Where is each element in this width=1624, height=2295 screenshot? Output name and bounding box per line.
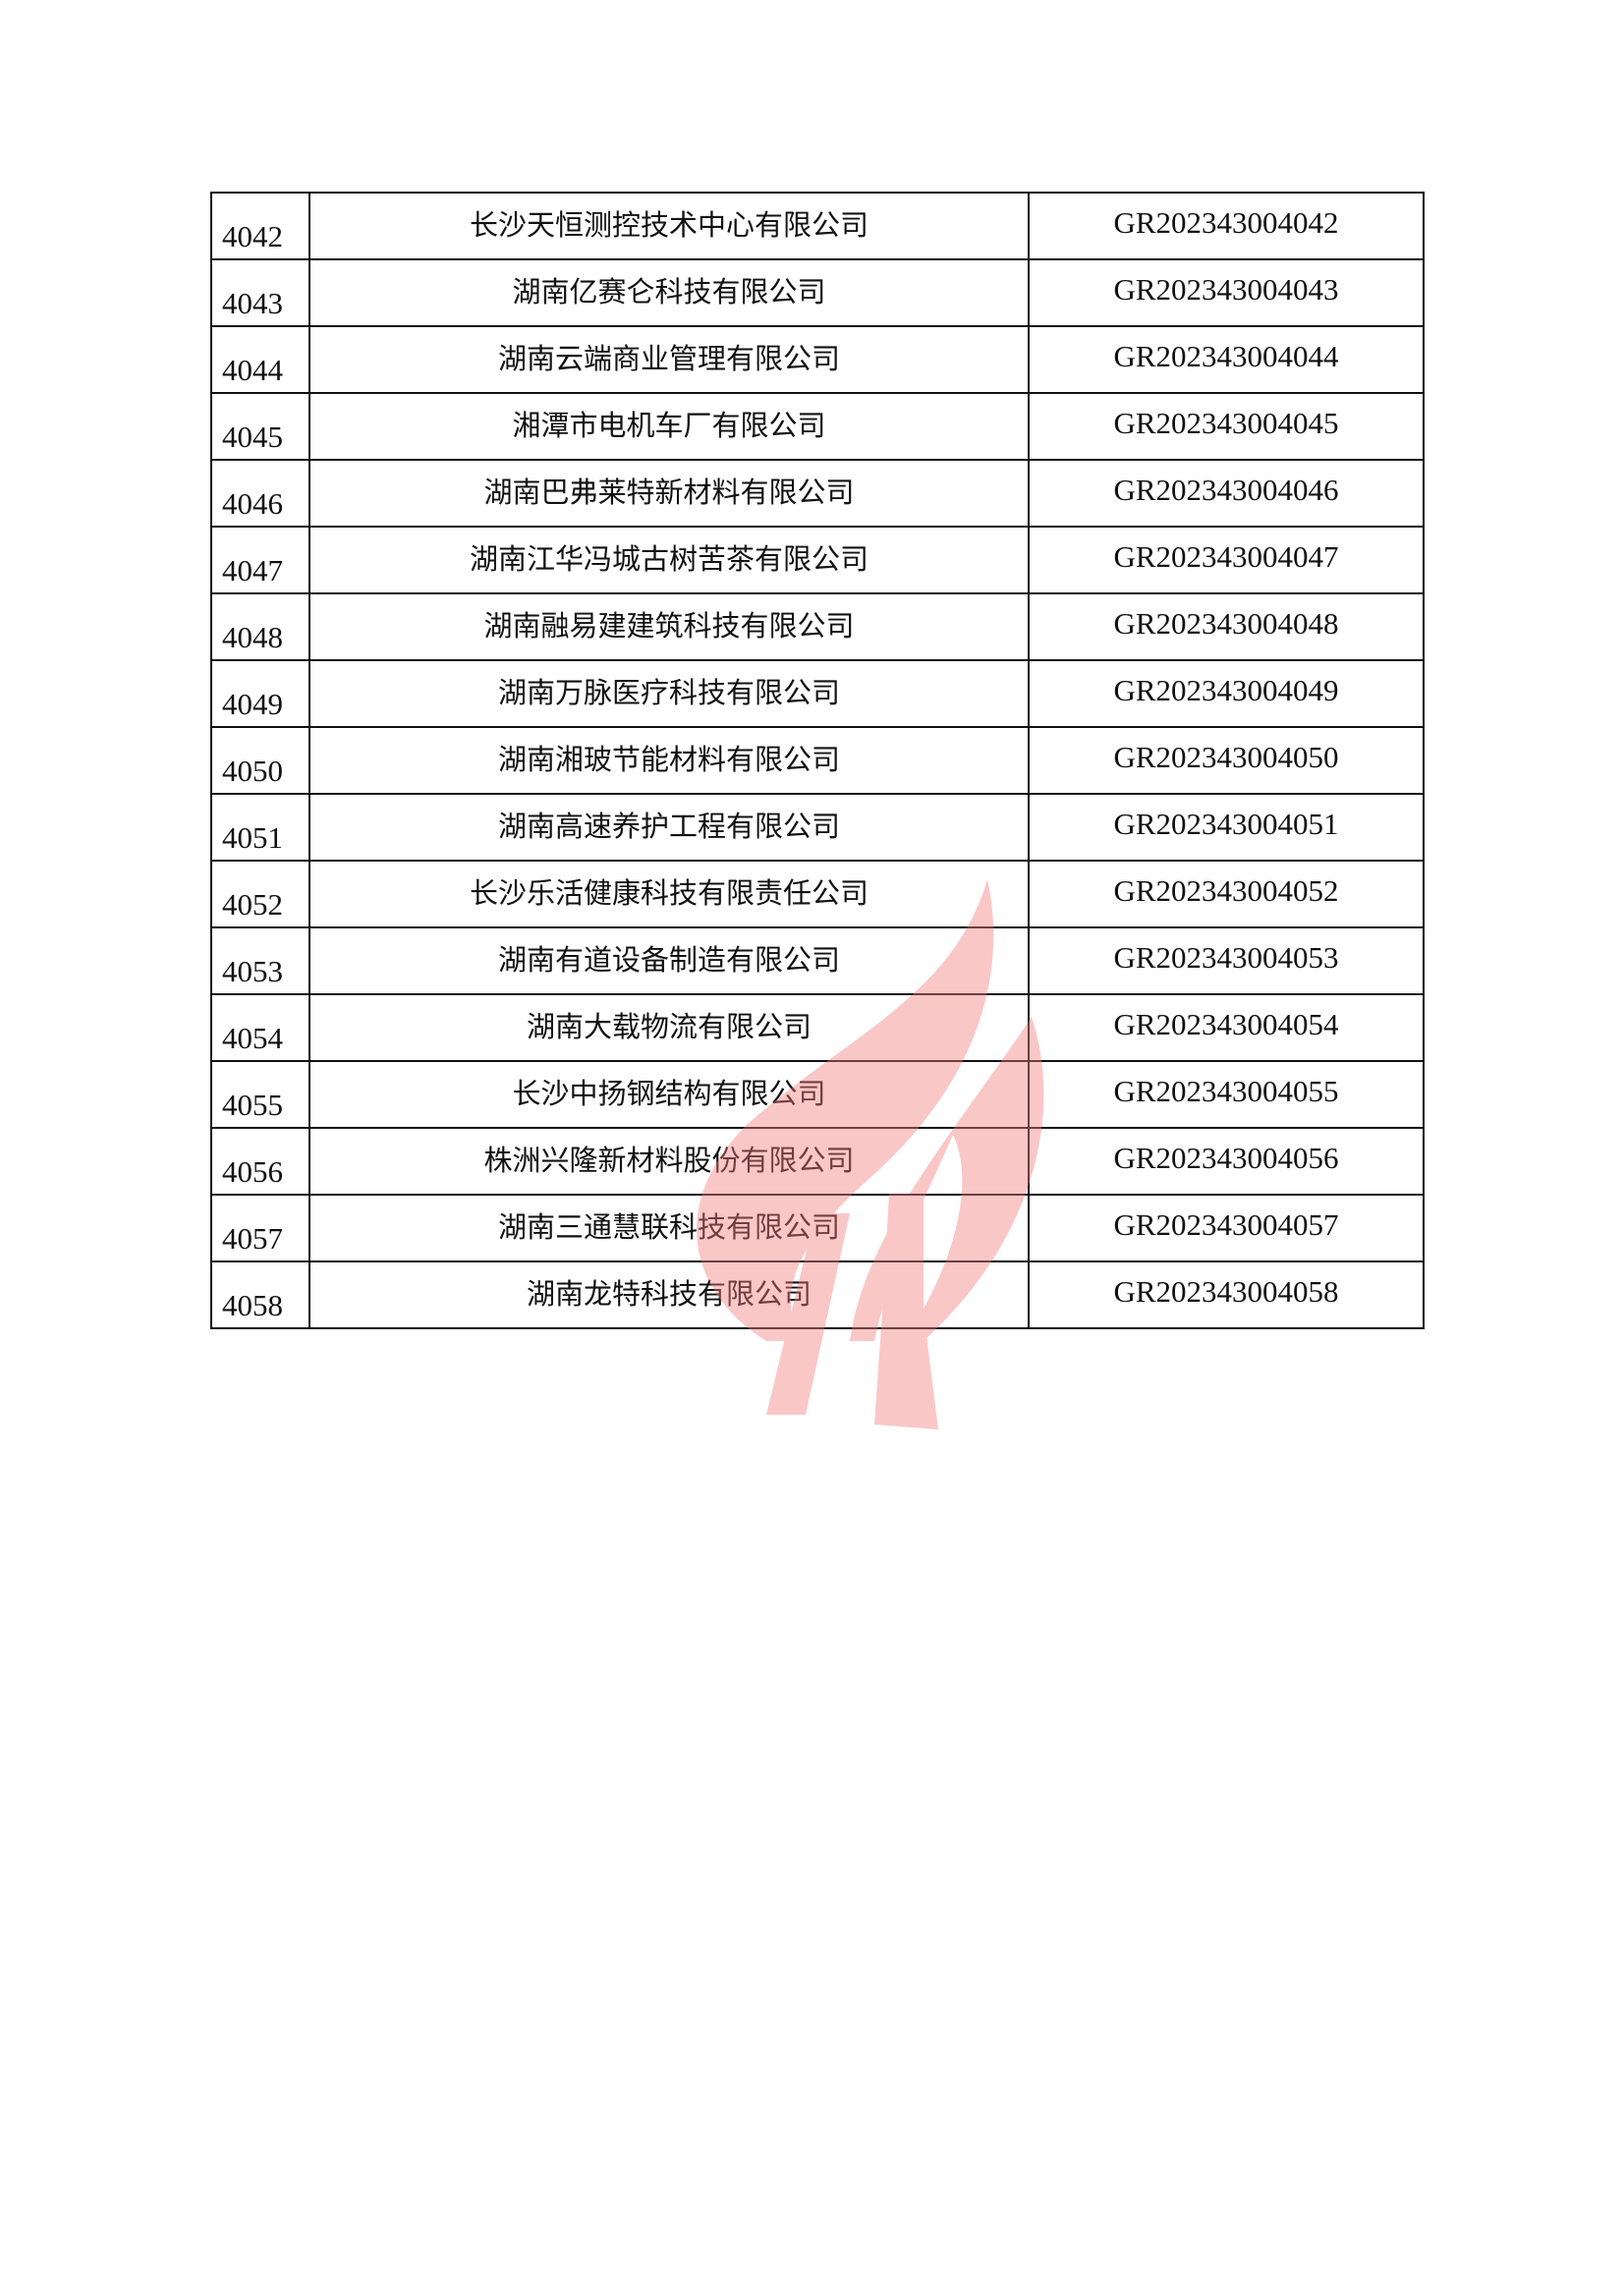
company-table: 4042 长沙天恒测控技术中心有限公司 GR202343004042 4043 湖南亿赛… — [210, 192, 1425, 1329]
company-name: 湖南融易建建筑科技有限公司 — [308, 592, 1030, 661]
company-name: 湖南龙特科技有限公司 — [308, 1260, 1030, 1329]
table-row: 4048 湖南融易建建筑科技有限公司 GR202343004048 — [210, 592, 1425, 661]
company-name: 湖南大载物流有限公司 — [308, 993, 1030, 1062]
certificate-number: GR202343004058 — [1028, 1260, 1425, 1329]
table-row: 4055 长沙中扬钢结构有限公司 GR202343004055 — [210, 1060, 1425, 1129]
company-name: 湖南有道设备制造有限公司 — [308, 926, 1030, 995]
company-name: 湖南三通慧联科技有限公司 — [308, 1194, 1030, 1262]
company-name: 湖南湘玻节能材料有限公司 — [308, 726, 1030, 795]
table-row: 4057 湖南三通慧联科技有限公司 GR202343004057 — [210, 1194, 1425, 1262]
table-row: 4058 湖南龙特科技有限公司 GR202343004058 — [210, 1260, 1425, 1329]
certificate-number: GR202343004053 — [1028, 926, 1425, 995]
table-row: 4050 湖南湘玻节能材料有限公司 GR202343004050 — [210, 726, 1425, 795]
table-row: 4042 长沙天恒测控技术中心有限公司 GR202343004042 — [210, 192, 1425, 260]
row-number: 4052 — [210, 860, 310, 928]
certificate-number: GR202343004051 — [1028, 793, 1425, 862]
row-number: 4057 — [210, 1194, 310, 1262]
company-name: 湖南万脉医疗科技有限公司 — [308, 659, 1030, 728]
table-row: 4043 湖南亿赛仑科技有限公司 GR202343004043 — [210, 258, 1425, 327]
company-name: 湘潭市电机车厂有限公司 — [308, 392, 1030, 461]
company-name: 湖南巴弗莱特新材料有限公司 — [308, 459, 1030, 528]
table-row: 4047 湖南江华冯城古树苦茶有限公司 GR202343004047 — [210, 526, 1425, 594]
certificate-number: GR202343004055 — [1028, 1060, 1425, 1129]
certificate-number: GR202343004046 — [1028, 459, 1425, 528]
company-name: 长沙乐活健康科技有限责任公司 — [308, 860, 1030, 928]
certificate-number: GR202343004054 — [1028, 993, 1425, 1062]
table-row: 4053 湖南有道设备制造有限公司 GR202343004053 — [210, 926, 1425, 995]
company-name: 湖南江华冯城古树苦茶有限公司 — [308, 526, 1030, 594]
certificate-number: GR202343004043 — [1028, 258, 1425, 327]
company-name: 长沙天恒测控技术中心有限公司 — [308, 192, 1030, 260]
certificate-number: GR202343004045 — [1028, 392, 1425, 461]
certificate-number: GR202343004057 — [1028, 1194, 1425, 1262]
row-number: 4058 — [210, 1260, 310, 1329]
row-number: 4049 — [210, 659, 310, 728]
certificate-number: GR202343004047 — [1028, 526, 1425, 594]
row-number: 4055 — [210, 1060, 310, 1129]
certificate-number: GR202343004048 — [1028, 592, 1425, 661]
certificate-number: GR202343004050 — [1028, 726, 1425, 795]
table-row: 4046 湖南巴弗莱特新材料有限公司 GR202343004046 — [210, 459, 1425, 528]
row-number: 4043 — [210, 258, 310, 327]
certificate-number: GR202343004049 — [1028, 659, 1425, 728]
table-row: 4054 湖南大载物流有限公司 GR202343004054 — [210, 993, 1425, 1062]
company-name: 湖南云端商业管理有限公司 — [308, 325, 1030, 394]
table-row: 4052 长沙乐活健康科技有限责任公司 GR202343004052 — [210, 860, 1425, 928]
row-number: 4050 — [210, 726, 310, 795]
row-number: 4044 — [210, 325, 310, 394]
row-number: 4054 — [210, 993, 310, 1062]
company-name: 湖南亿赛仑科技有限公司 — [308, 258, 1030, 327]
row-number: 4045 — [210, 392, 310, 461]
table-row: 4051 湖南高速养护工程有限公司 GR202343004051 — [210, 793, 1425, 862]
table-row: 4044 湖南云端商业管理有限公司 GR202343004044 — [210, 325, 1425, 394]
company-name: 长沙中扬钢结构有限公司 — [308, 1060, 1030, 1129]
table-row: 4045 湘潭市电机车厂有限公司 GR202343004045 — [210, 392, 1425, 461]
row-number: 4056 — [210, 1127, 310, 1196]
row-number: 4047 — [210, 526, 310, 594]
certificate-number: GR202343004044 — [1028, 325, 1425, 394]
certificate-number: GR202343004042 — [1028, 192, 1425, 260]
row-number: 4042 — [210, 192, 310, 260]
row-number: 4046 — [210, 459, 310, 528]
table-row: 4056 株洲兴隆新材料股份有限公司 GR202343004056 — [210, 1127, 1425, 1196]
certificate-number: GR202343004056 — [1028, 1127, 1425, 1196]
company-name: 株洲兴隆新材料股份有限公司 — [308, 1127, 1030, 1196]
company-name: 湖南高速养护工程有限公司 — [308, 793, 1030, 862]
table-row: 4049 湖南万脉医疗科技有限公司 GR202343004049 — [210, 659, 1425, 728]
row-number: 4053 — [210, 926, 310, 995]
row-number: 4048 — [210, 592, 310, 661]
row-number: 4051 — [210, 793, 310, 862]
certificate-number: GR202343004052 — [1028, 860, 1425, 928]
